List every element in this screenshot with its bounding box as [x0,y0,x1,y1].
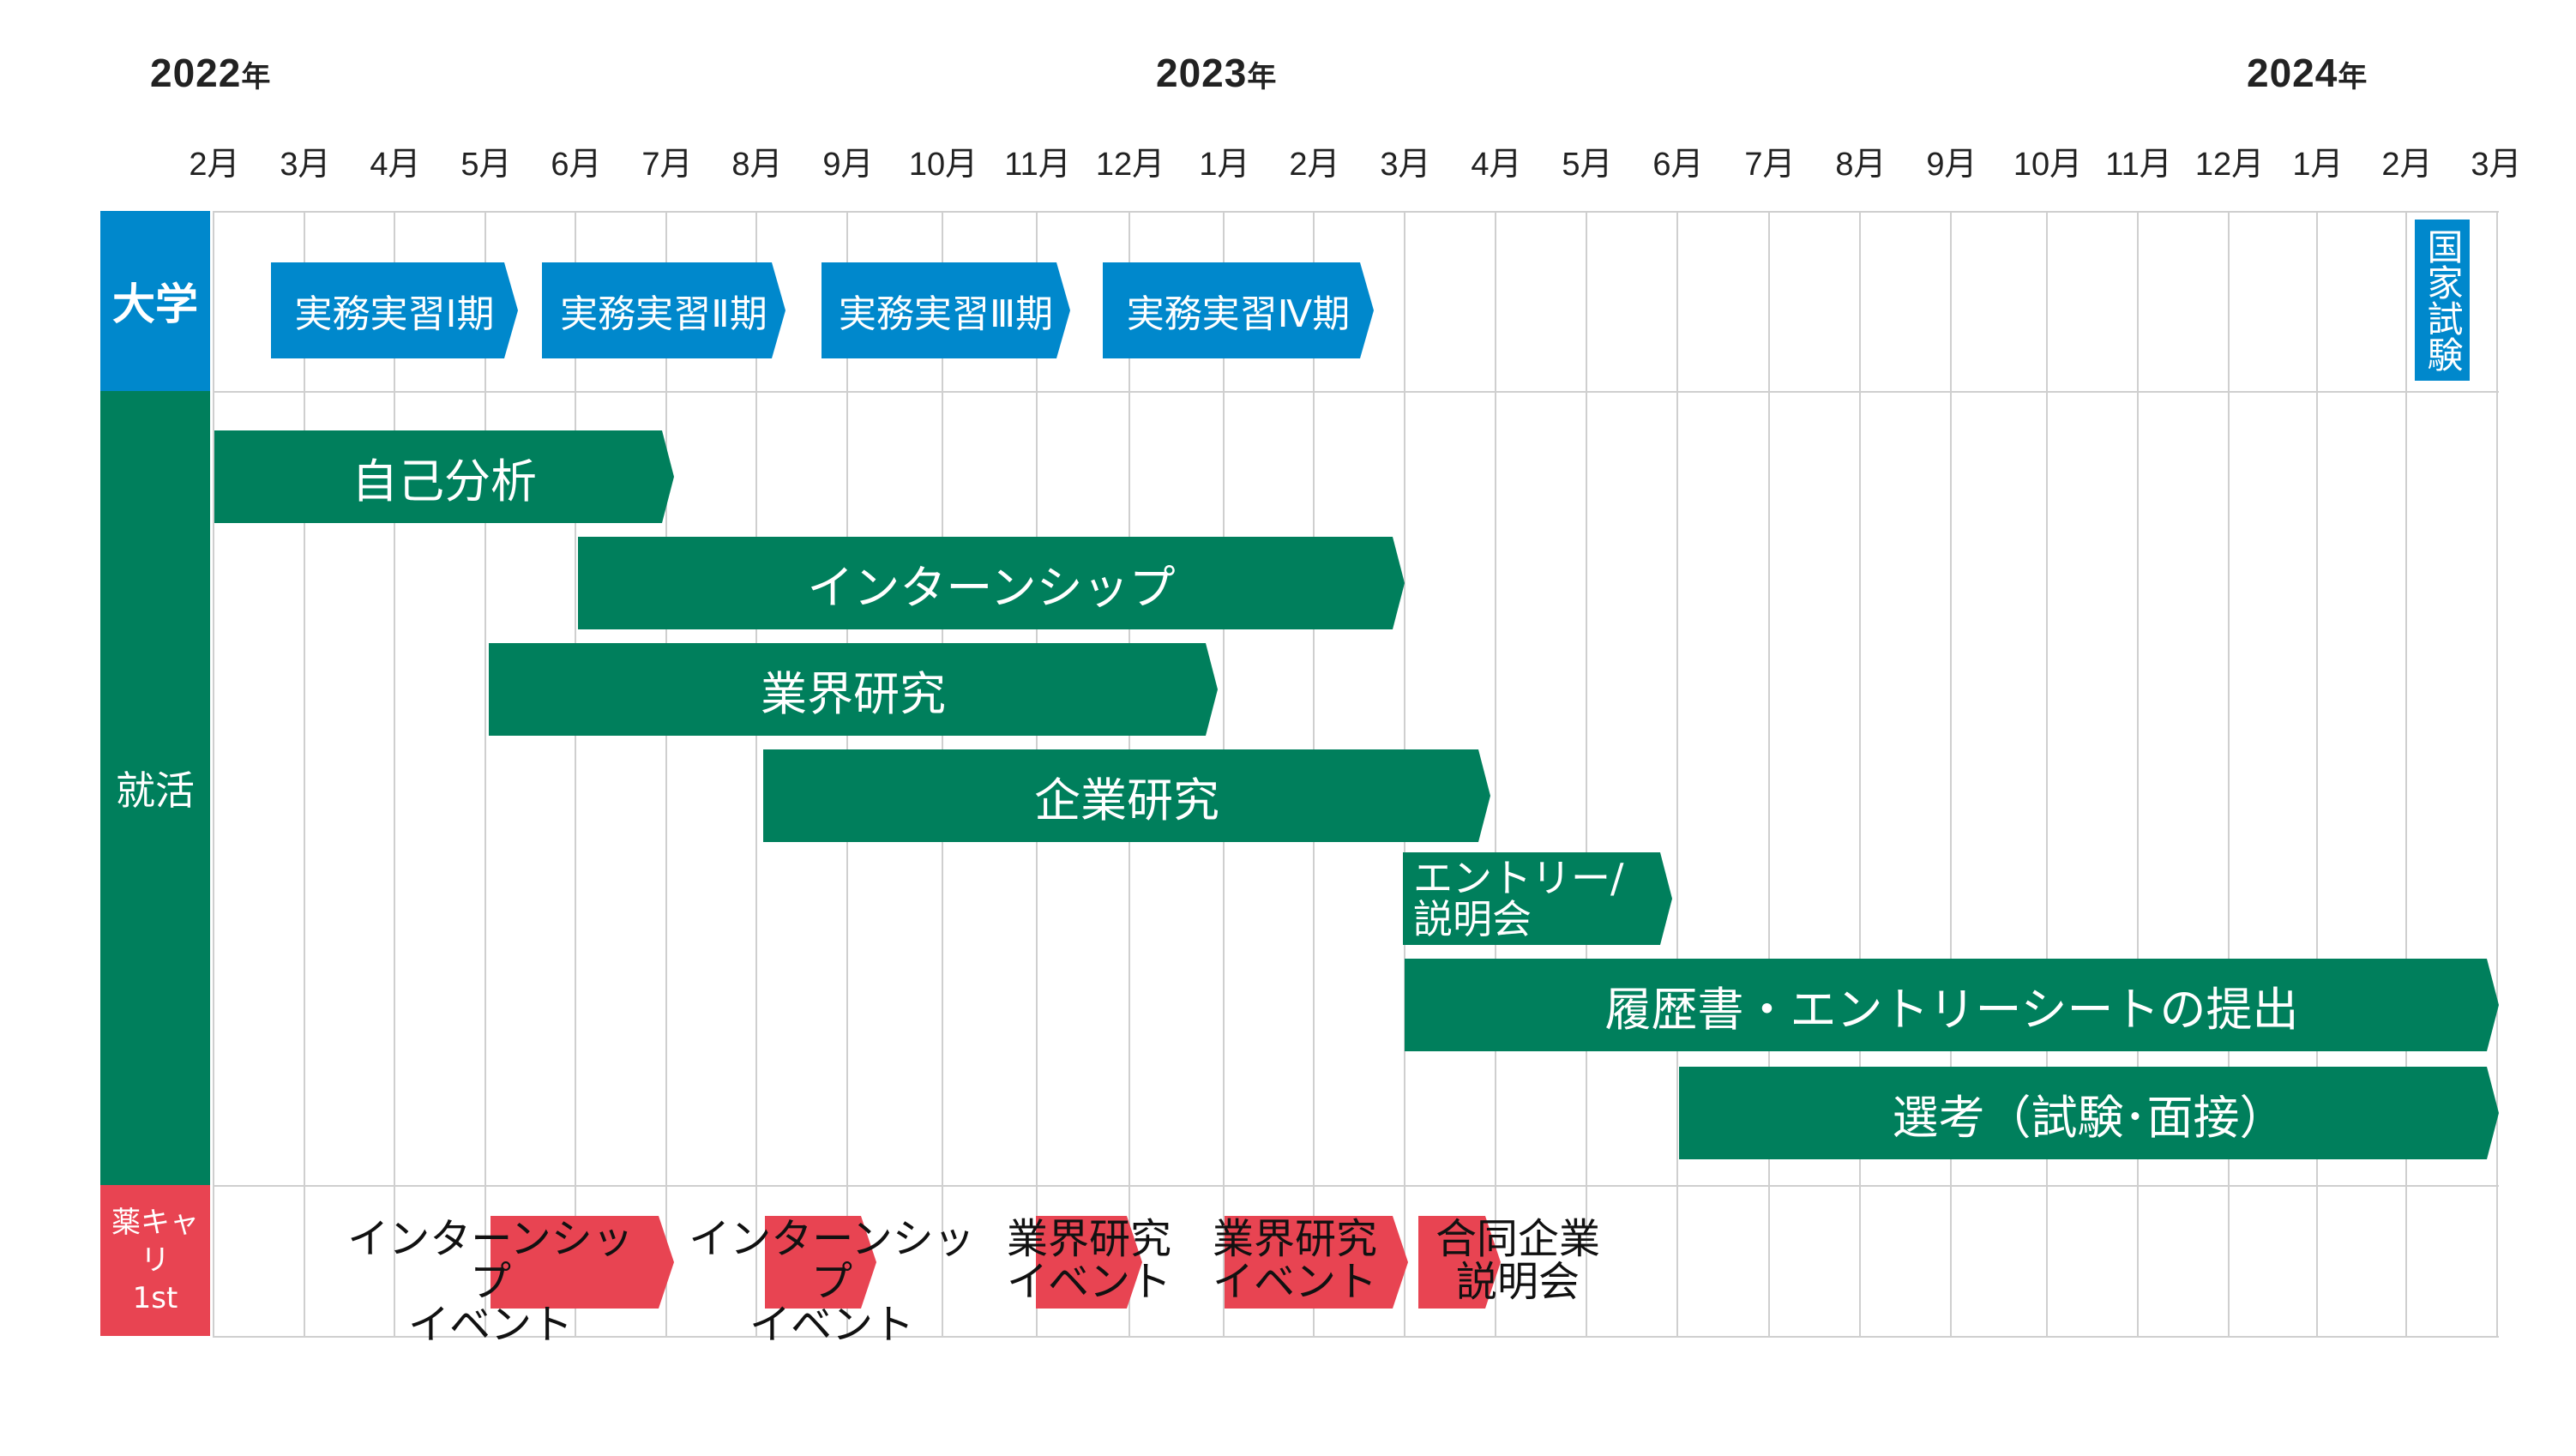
event-arrow-1 [491,1216,674,1309]
grid-line-vertical [485,211,486,1336]
grid-line-vertical [394,211,395,1336]
entry-seminar-bar: エントリー/ 説明会 [1403,852,1672,945]
event-arrow-2 [765,1216,876,1309]
month-label: 7月 [641,147,693,183]
month-label: 12月 [1095,147,1165,183]
month-label: 3月 [280,147,331,183]
national-exam-box: 国家試験 [2415,220,2470,381]
month-label: 1月 [2292,147,2344,183]
month-label: 8月 [731,147,783,183]
year-2024: 2024年 [2247,50,2368,96]
grid-line-vertical [1495,211,1496,1336]
industry-research-bar: 業界研究 [489,643,1218,736]
month-label: 10月 [908,147,978,183]
month-label: 1月 [1199,147,1250,183]
grid-line-vertical [1950,211,1952,1336]
month-label: 2月 [1289,147,1340,183]
company-research-bar: 企業研究 [763,749,1490,842]
month-label: 7月 [1744,147,1796,183]
self-analysis-bar: 自己分析 [214,430,674,523]
month-label: 6月 [551,147,602,183]
year-suffix: 年 [1247,61,1278,93]
year-suffix: 年 [241,61,272,93]
event-arrow-3 [1036,1216,1142,1309]
practicum-bar-1: 実務実習Ⅰ期 [271,262,518,358]
month-label: 11月 [1004,147,1071,183]
event-label-industry-2: 業界研究 イベント [1212,1215,1377,1306]
practicum-bar-3: 実務実習Ⅲ期 [822,262,1070,358]
event-label-internship-1: インターンシップ イベント [347,1215,634,1349]
month-label: 9月 [1926,147,1977,183]
grid-line-vertical [755,211,757,1336]
national-exam-label: 国家試験 [2422,228,2464,372]
grid-line-vertical [304,211,305,1336]
grid-line-top [213,211,2499,213]
month-label: 9月 [822,147,874,183]
selection-bar: 選考（試験･面接） [1679,1067,2499,1159]
resume-submission-bar: 履歴書・エントリーシートの提出 [1405,959,2499,1051]
row-label-yakucari: 薬キャリ 1st [100,1185,210,1336]
grid-line-vertical [665,211,667,1336]
month-label: 11月 [2105,147,2172,183]
month-label: 2月 [189,147,240,183]
event-arrow-4 [1225,1216,1408,1309]
year-number: 2023 [1156,51,1248,95]
grid-line-vertical [2228,211,2230,1336]
month-label: 8月 [1835,147,1887,183]
year-2023: 2023年 [1156,50,1277,96]
year-number: 2022 [150,51,242,95]
grid-line-vertical [1768,211,1770,1336]
month-label: 5月 [460,147,512,183]
practicum-bar-4: 実務実習Ⅳ期 [1103,262,1374,358]
event-arrow-5 [1418,1216,1501,1309]
grid-line-vertical [1859,211,1861,1336]
grid-line-vertical [1676,211,1678,1336]
year-2022: 2022年 [150,50,271,96]
month-label: 12月 [2194,147,2265,183]
month-label: 3月 [1380,147,1431,183]
month-label: 4月 [370,147,421,183]
grid-line-vertical [1586,211,1587,1336]
event-label-joint-seminar: 合同企業 説明会 [1435,1215,1600,1306]
grid-line-vertical [2496,211,2498,1336]
month-label: 4月 [1471,147,1522,183]
month-label: 3月 [2471,147,2522,183]
row-label-job-hunting: 就活 [100,391,210,1185]
event-label-internship-2: インターンシップ イベント [689,1215,975,1349]
event-label-industry-1: 業界研究 イベント [1006,1215,1171,1306]
month-label: 5月 [1562,147,1613,183]
grid-line-vertical [2046,211,2048,1336]
year-number: 2024 [2247,51,2338,95]
month-label: 2月 [2381,147,2433,183]
month-label: 10月 [2013,147,2083,183]
row-label-university: 大学 [100,211,210,391]
grid-line-vertical [2316,211,2318,1336]
grid-line-vertical [213,211,214,1336]
grid-line-row1 [213,391,2499,393]
month-label: 6月 [1652,147,1704,183]
grid-line-vertical [2405,211,2407,1336]
practicum-bar-2: 実務実習Ⅱ期 [542,262,785,358]
grid-line-row2 [213,1185,2499,1187]
internship-bar: インターンシップ [578,537,1405,629]
grid-line-vertical [2137,211,2139,1336]
year-suffix: 年 [2338,61,2368,93]
grid-line-vertical [575,211,576,1336]
grid-line-bottom [213,1336,2499,1338]
